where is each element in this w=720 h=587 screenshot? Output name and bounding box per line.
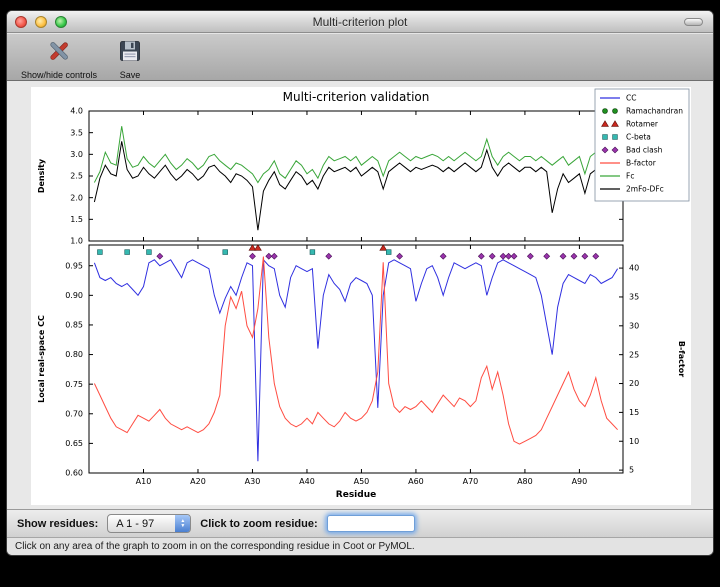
svg-text:A80: A80 [517, 477, 533, 486]
svg-text:A10: A10 [136, 477, 152, 486]
svg-text:0.65: 0.65 [65, 439, 83, 448]
svg-text:Ramachandran: Ramachandran [626, 107, 683, 116]
svg-text:4.0: 4.0 [70, 107, 83, 116]
status-bar: Click on any area of the graph to zoom i… [7, 537, 713, 555]
window-title: Multi-criterion plot [312, 14, 408, 29]
svg-text:A90: A90 [572, 477, 588, 486]
svg-text:0.60: 0.60 [65, 469, 83, 478]
svg-text:0.95: 0.95 [65, 261, 83, 270]
svg-text:B-factor: B-factor [626, 159, 657, 168]
toolbar: Show/hide controls Save [7, 33, 713, 81]
crossed-tools-icon [46, 38, 72, 69]
svg-text:A60: A60 [408, 477, 424, 486]
svg-text:Rotamer: Rotamer [626, 120, 659, 129]
svg-text:Fc: Fc [626, 172, 634, 181]
svg-text:30: 30 [629, 321, 639, 330]
svg-text:2mFo-DFc: 2mFo-DFc [626, 185, 664, 194]
svg-text:0.80: 0.80 [65, 350, 83, 359]
svg-text:20: 20 [629, 379, 639, 388]
svg-text:0.90: 0.90 [65, 291, 83, 300]
svg-text:5: 5 [629, 466, 634, 475]
svg-text:A70: A70 [463, 477, 479, 486]
zoom-button[interactable] [55, 16, 67, 28]
floppy-disk-icon [117, 38, 143, 69]
svg-text:25: 25 [629, 350, 639, 359]
status-text: Click on any area of the graph to zoom i… [15, 541, 415, 552]
svg-text:0.70: 0.70 [65, 409, 83, 418]
stepper-icon[interactable]: ▲ ▼ [175, 515, 191, 532]
svg-text:3.5: 3.5 [70, 128, 83, 137]
svg-text:40: 40 [629, 264, 639, 273]
svg-text:2.5: 2.5 [70, 172, 83, 181]
svg-text:Residue: Residue [336, 490, 376, 500]
svg-text:A30: A30 [245, 477, 261, 486]
multi-criterion-plot-window: Multi-criterion plot Show/hide controls [6, 10, 714, 556]
title-bar[interactable]: Multi-criterion plot [7, 11, 713, 33]
show-hide-controls-button[interactable]: Show/hide controls [21, 38, 97, 80]
toolbar-toggle-pill[interactable] [684, 18, 703, 26]
stepper-up-icon: ▲ [180, 518, 186, 524]
svg-text:3.0: 3.0 [70, 150, 83, 159]
chain-range-value: A 1 - 97 [116, 517, 155, 530]
zoom-residue-input[interactable] [326, 515, 415, 532]
svg-text:Density: Density [37, 158, 46, 193]
svg-text:CC: CC [626, 94, 636, 103]
minimize-button[interactable] [35, 16, 47, 28]
svg-text:35: 35 [629, 293, 639, 302]
chain-range-selector[interactable]: A 1 - 97 ▲ ▼ [107, 514, 192, 533]
window-controls [15, 16, 67, 28]
svg-text:15: 15 [629, 408, 639, 417]
save-button[interactable]: Save [117, 38, 143, 80]
svg-text:A50: A50 [354, 477, 370, 486]
svg-text:Bad clash: Bad clash [626, 146, 663, 155]
svg-text:2.0: 2.0 [70, 193, 83, 202]
show-hide-controls-label: Show/hide controls [21, 70, 98, 80]
svg-text:A20: A20 [190, 477, 206, 486]
svg-text:10: 10 [629, 437, 639, 446]
svg-text:Local real-space CC: Local real-space CC [37, 315, 46, 403]
plot-area: Multi-criterion validation 1.0 1.5 2.0 2.5 3.… [7, 81, 713, 509]
svg-text:1.5: 1.5 [70, 215, 83, 224]
svg-text:Multi-criterion validation: Multi-criterion validation [283, 90, 430, 104]
validation-figure: Multi-criterion validation 1.0 1.5 2.0 2.5 3.… [31, 87, 691, 505]
validation-plot-canvas[interactable]: Multi-criterion validation 1.0 1.5 2.0 2.5 3.… [31, 87, 691, 505]
svg-text:A40: A40 [299, 477, 315, 486]
show-residues-label: Show residues: [17, 517, 99, 530]
svg-text:C-beta: C-beta [626, 133, 651, 142]
zoom-residue-label: Click to zoom residue: [200, 517, 318, 530]
svg-text:0.75: 0.75 [65, 380, 83, 389]
plot-controls-bar: Show residues: A 1 - 97 ▲ ▼ Click to zoo… [7, 509, 713, 537]
stepper-down-icon: ▼ [180, 522, 186, 529]
save-label: Save [119, 70, 141, 80]
close-button[interactable] [15, 16, 27, 28]
svg-text:B-factor: B-factor [677, 341, 686, 377]
svg-text:0.85: 0.85 [65, 321, 83, 330]
svg-text:1.0: 1.0 [70, 237, 83, 246]
